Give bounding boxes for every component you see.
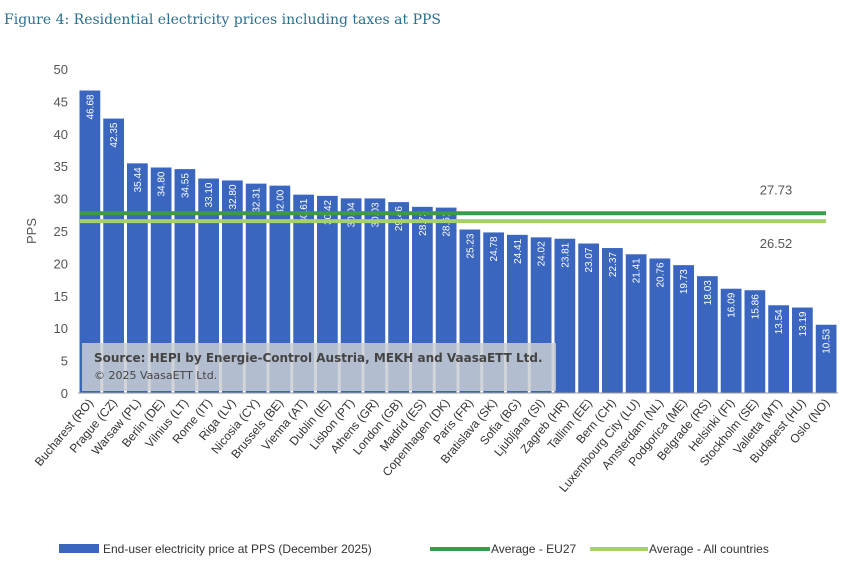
source-line-1: Source: HEPI by Energie-Control Austria,… <box>94 351 543 365</box>
y-tick-label: 45 <box>54 94 68 109</box>
data-label: 32.31 <box>252 187 263 212</box>
data-label: 20.76 <box>655 262 666 287</box>
data-label: 34.80 <box>157 171 168 196</box>
source-line-2: © 2025 VaasaETT Ltd. <box>94 369 217 382</box>
y-tick-label: 5 <box>61 354 68 369</box>
data-label: 25.23 <box>465 233 476 258</box>
average-value-label: 27.73 <box>760 182 793 197</box>
data-label: 23.81 <box>560 242 571 267</box>
data-label: 22.37 <box>608 252 619 277</box>
data-label: 10.53 <box>822 328 833 353</box>
data-label: 35.44 <box>133 167 144 192</box>
bar <box>697 276 718 393</box>
y-tick-label: 40 <box>54 127 68 142</box>
data-label: 46.68 <box>85 94 96 119</box>
y-tick-label: 0 <box>61 386 68 401</box>
bar <box>245 183 267 393</box>
data-label: 23.07 <box>584 247 595 272</box>
bar <box>649 258 671 393</box>
y-tick-label: 30 <box>54 192 68 207</box>
bar <box>79 90 101 393</box>
data-label: 19.73 <box>679 269 690 294</box>
data-label: 24.78 <box>489 236 500 261</box>
data-label: 29.46 <box>394 206 405 231</box>
category-labels: Bucharest (RO)Prague (CZ)Warsaw (PL)Berl… <box>32 396 833 495</box>
bar <box>792 307 813 393</box>
data-label: 13.54 <box>774 309 785 334</box>
bar <box>103 118 124 394</box>
bar <box>150 167 172 393</box>
data-label: 24.41 <box>513 238 524 263</box>
bar <box>602 248 623 393</box>
bar <box>720 288 742 393</box>
data-label: 30.61 <box>299 198 310 223</box>
data-label: 28.61 <box>442 211 453 236</box>
data-label: 42.35 <box>109 122 120 147</box>
bar <box>815 324 837 393</box>
legend-label-all: Average - All countries <box>649 542 769 556</box>
bar <box>673 265 694 393</box>
data-label: 32.00 <box>275 189 286 214</box>
y-tick-label: 10 <box>54 321 68 336</box>
data-label: 18.03 <box>703 280 714 305</box>
data-label: 32.80 <box>228 184 239 209</box>
y-tick-label: 50 <box>54 62 68 77</box>
data-label: 33.10 <box>204 182 215 207</box>
legend-label-bar: End-user electricity price at PPS (Decem… <box>103 542 372 556</box>
bar <box>768 305 789 393</box>
bar <box>625 254 647 393</box>
data-label: 15.86 <box>750 294 761 319</box>
bar <box>578 243 599 393</box>
legend: End-user electricity price at PPS (Decem… <box>59 542 769 556</box>
y-tick-label: 20 <box>54 256 68 271</box>
y-tick-label: 35 <box>54 159 68 174</box>
y-axis: 0 5 10 15 20 25 30 35 40 45 50 <box>54 62 68 401</box>
legend-swatch-bar <box>59 544 99 553</box>
average-value-label: 26.52 <box>760 236 793 251</box>
source-annotation: Source: HEPI by Energie-Control Austria,… <box>82 343 556 391</box>
legend-label-eu27: Average - EU27 <box>491 542 576 556</box>
chart-title: Figure 4: Residential electricity prices… <box>4 12 442 28</box>
bar <box>269 185 291 393</box>
bar <box>222 180 243 393</box>
data-label: 34.55 <box>180 173 191 198</box>
data-label: 13.19 <box>798 311 809 336</box>
data-label: 24.02 <box>537 241 548 266</box>
y-axis-label: PPS <box>24 218 39 244</box>
bar <box>554 238 576 393</box>
y-tick-label: 15 <box>54 289 68 304</box>
data-label: 21.41 <box>632 258 643 283</box>
bar <box>744 290 766 393</box>
data-label: 16.09 <box>727 292 738 317</box>
bar <box>174 169 196 393</box>
y-tick-label: 25 <box>54 224 68 239</box>
bar <box>198 178 219 393</box>
average-lines: 27.73 26.52 <box>80 182 826 251</box>
